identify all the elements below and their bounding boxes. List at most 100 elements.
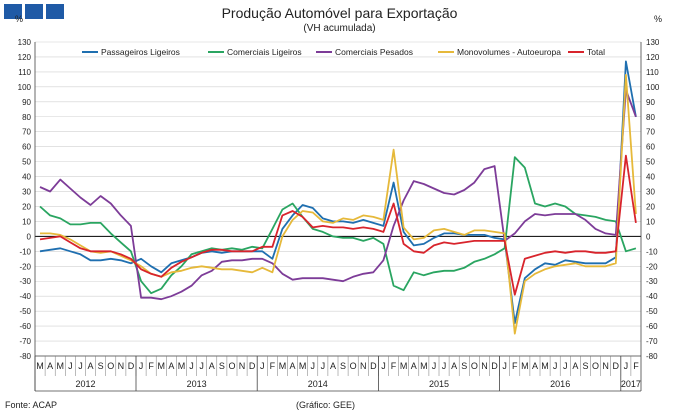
month-label: A bbox=[47, 361, 53, 371]
y-tick-label-left: 120 bbox=[18, 53, 32, 62]
month-label: O bbox=[350, 361, 357, 371]
month-label: S bbox=[340, 361, 346, 371]
y-tick-label-right: 100 bbox=[646, 83, 660, 92]
y-tick-label-right: -30 bbox=[646, 277, 658, 286]
series-line-comerciais-ligeiros bbox=[39, 156, 637, 295]
month-label: A bbox=[411, 361, 417, 371]
y-tick-label-left: -40 bbox=[19, 292, 31, 301]
legend: Passageiros Ligeiros Comerciais Ligeiros C… bbox=[82, 47, 605, 57]
month-label: A bbox=[532, 361, 538, 371]
y-tick-label-right: -10 bbox=[646, 247, 658, 256]
y-tick-label-left: -60 bbox=[19, 322, 31, 331]
legend-label: Total bbox=[587, 47, 605, 57]
month-label: N bbox=[602, 361, 609, 371]
chart-subtitle: (VH acumulada) bbox=[303, 23, 376, 34]
month-label: D bbox=[613, 361, 620, 371]
y-tick-label-left: -30 bbox=[19, 277, 31, 286]
legend-label: Passageiros Ligeiros bbox=[101, 47, 180, 57]
y-axis-left: -80 -70 -60 -50 -40 -30 -20 -10 0 10 20 30 40 50 60 70 8… bbox=[18, 38, 32, 361]
y-tick-label-right: -50 bbox=[646, 307, 658, 316]
month-label: J bbox=[78, 361, 83, 371]
month-label: S bbox=[461, 361, 467, 371]
y-tick-label-left: 20 bbox=[22, 202, 31, 211]
year-label: 2016 bbox=[550, 379, 570, 389]
series-line-passageiros-ligeiros bbox=[39, 60, 637, 325]
y-tick-label-right: 120 bbox=[646, 53, 660, 62]
month-label: M bbox=[420, 361, 428, 371]
y-tick-label-right: -60 bbox=[646, 322, 658, 331]
month-label: D bbox=[128, 361, 135, 371]
y-tick-label-left: 110 bbox=[18, 68, 31, 77]
chart-title: Produção Automóvel para Exportação bbox=[221, 5, 458, 21]
month-label: A bbox=[451, 361, 457, 371]
y-tick-label-right: 70 bbox=[646, 128, 655, 137]
month-label: J bbox=[321, 361, 326, 371]
month-label: O bbox=[228, 361, 235, 371]
month-label: J bbox=[139, 361, 144, 371]
logo-block bbox=[46, 4, 64, 19]
month-label: J bbox=[432, 361, 437, 371]
month-label: N bbox=[360, 361, 367, 371]
year-label: 2017 bbox=[621, 379, 641, 389]
y-tick-label-right: 40 bbox=[646, 173, 655, 182]
year-label: 2015 bbox=[429, 379, 449, 389]
year-label: 2014 bbox=[308, 379, 328, 389]
series-line-monovolumes-autoeuropa bbox=[40, 74, 637, 335]
y-tick-label-left: 30 bbox=[22, 188, 31, 197]
legend-label: Comerciais Ligeiros bbox=[227, 47, 302, 57]
y-tick-label-left: -80 bbox=[19, 352, 31, 361]
month-label: F bbox=[270, 361, 276, 371]
y-tick-label-left: -70 bbox=[19, 337, 31, 346]
y-tick-label-left: 90 bbox=[22, 98, 31, 107]
month-label: J bbox=[68, 361, 73, 371]
month-label: N bbox=[118, 361, 125, 371]
month-label: D bbox=[491, 361, 498, 371]
legend-label: Monovolumes - Autoeuropa bbox=[457, 47, 561, 57]
y-tick-label-right: -70 bbox=[646, 337, 658, 346]
month-label: M bbox=[521, 361, 529, 371]
month-label: F bbox=[391, 361, 397, 371]
month-label: F bbox=[633, 361, 639, 371]
month-label: A bbox=[572, 361, 578, 371]
series-line-total bbox=[39, 154, 637, 296]
right-unit-label: % bbox=[654, 14, 663, 24]
month-label: D bbox=[370, 361, 377, 371]
month-label: J bbox=[189, 361, 194, 371]
y-tick-label-left: 70 bbox=[22, 128, 31, 137]
month-label: S bbox=[582, 361, 588, 371]
month-label: A bbox=[330, 361, 336, 371]
month-label: O bbox=[471, 361, 478, 371]
month-label: M bbox=[299, 361, 307, 371]
year-label: 2012 bbox=[75, 379, 95, 389]
logo-block bbox=[25, 4, 43, 19]
y-tick-label-left: 100 bbox=[18, 83, 32, 92]
y-tick-label-right: 80 bbox=[646, 113, 655, 122]
month-label: A bbox=[88, 361, 94, 371]
month-label: J bbox=[311, 361, 316, 371]
month-label: J bbox=[442, 361, 447, 371]
gee-logo bbox=[4, 4, 64, 19]
month-label: J bbox=[199, 361, 204, 371]
y-axis-right: -80 -70 -60 -50 -40 -30 -20 -10 0 10 20 30 40 50 60 70 8… bbox=[646, 38, 660, 361]
month-label: M bbox=[541, 361, 549, 371]
month-label: M bbox=[57, 361, 65, 371]
y-tick-label-right: -20 bbox=[646, 262, 658, 271]
y-tick-label-left: 0 bbox=[27, 232, 32, 241]
y-tick-label-left: 130 bbox=[18, 38, 32, 47]
logo-block bbox=[4, 4, 22, 19]
y-tick-label-right: 130 bbox=[646, 38, 660, 47]
month-label: J bbox=[502, 361, 507, 371]
y-tick-label-right: -40 bbox=[646, 292, 658, 301]
y-tick-label-left: -50 bbox=[19, 307, 31, 316]
legend-label: Comerciais Pesados bbox=[335, 47, 413, 57]
y-tick-label-left: 80 bbox=[22, 113, 31, 122]
y-tick-label-right: 30 bbox=[646, 188, 655, 197]
month-label: D bbox=[249, 361, 256, 371]
y-tick-label-left: -20 bbox=[19, 262, 31, 271]
month-label: J bbox=[381, 361, 386, 371]
credit-note: (Gráfico: GEE) bbox=[296, 400, 356, 410]
y-tick-label-right: 20 bbox=[646, 202, 655, 211]
y-tick-label-left: -10 bbox=[19, 247, 31, 256]
y-tick-label-right: 0 bbox=[646, 232, 651, 241]
